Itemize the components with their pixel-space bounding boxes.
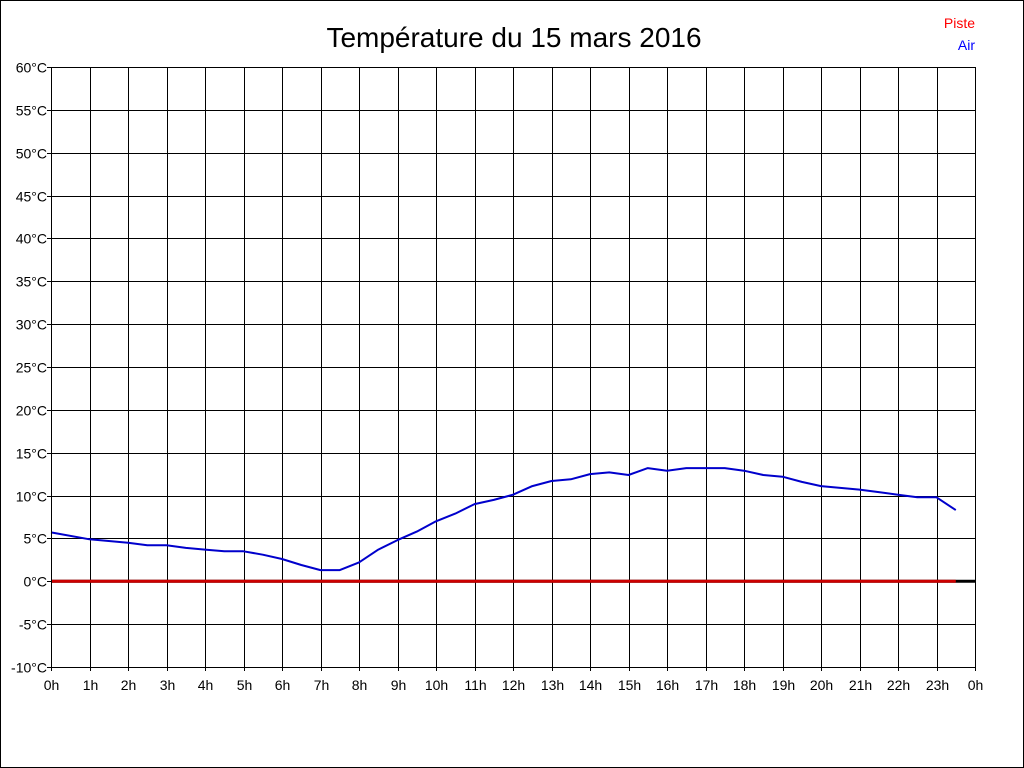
x-tick-label: 3h xyxy=(160,677,176,693)
x-tick-label: 9h xyxy=(391,677,407,693)
y-tick-label: 40°C xyxy=(16,231,47,247)
x-tick-label: 14h xyxy=(579,677,602,693)
x-axis: 0h 1h 2h 3h 4h 5h 6h 7h 8h 9h 10h 11h 12h 13h 14h 15h 16… xyxy=(44,667,984,693)
x-tick-label: 4h xyxy=(198,677,214,693)
y-tick-label: 30°C xyxy=(16,317,47,333)
x-tick-label: 20h xyxy=(810,677,833,693)
x-tick-label: 12h xyxy=(502,677,525,693)
x-tick-label: 11h xyxy=(464,677,486,693)
x-tick-label: 15h xyxy=(618,677,641,693)
y-tick-label: 10°C xyxy=(16,489,47,505)
x-tick-label: 21h xyxy=(849,677,872,693)
y-tick-label: 55°C xyxy=(16,103,47,119)
x-tick-label: 18h xyxy=(733,677,756,693)
plot-border xyxy=(51,67,976,668)
y-tick-label: 35°C xyxy=(16,274,47,290)
x-tick-label: 22h xyxy=(887,677,910,693)
x-tick-label: 0h xyxy=(44,677,60,693)
x-tick-label: 6h xyxy=(275,677,291,693)
y-axis: 60°C 55°C 50°C 45°C 40°C 35°C 30°C 25°C 20°C 15°C… xyxy=(11,60,51,676)
x-tick-label: 17h xyxy=(695,677,718,693)
y-tick-label: -5°C xyxy=(19,617,47,633)
x-tick-label: 23h xyxy=(926,677,949,693)
x-tick-label: 2h xyxy=(121,677,137,693)
y-tick-label: 60°C xyxy=(16,60,47,76)
y-tick-label: -10°C xyxy=(11,660,47,676)
chart-title: Température du 15 mars 2016 xyxy=(326,22,701,53)
y-tick-label: 15°C xyxy=(16,446,47,462)
y-tick-label: 25°C xyxy=(16,360,47,376)
x-tick-label: 19h xyxy=(772,677,795,693)
y-tick-label: 45°C xyxy=(16,189,47,205)
y-tick-label: 5°C xyxy=(24,531,48,547)
x-tick-label: 16h xyxy=(656,677,679,693)
x-tick-label: 5h xyxy=(237,677,253,693)
y-tick-label: 0°C xyxy=(24,574,48,590)
grid xyxy=(51,67,976,668)
legend-air: Air xyxy=(958,37,975,53)
x-tick-label: 10h xyxy=(425,677,448,693)
x-tick-label: 1h xyxy=(83,677,99,693)
x-tick-label: 13h xyxy=(541,677,564,693)
x-tick-label: 7h xyxy=(314,677,330,693)
legend-piste: Piste xyxy=(944,15,975,31)
x-tick-label: 8h xyxy=(352,677,368,693)
series-line-air xyxy=(50,467,957,572)
y-tick-label: 20°C xyxy=(16,403,47,419)
series-layer xyxy=(50,467,975,583)
y-tick-label: 50°C xyxy=(16,146,47,162)
x-tick-label: 0h xyxy=(968,677,984,693)
